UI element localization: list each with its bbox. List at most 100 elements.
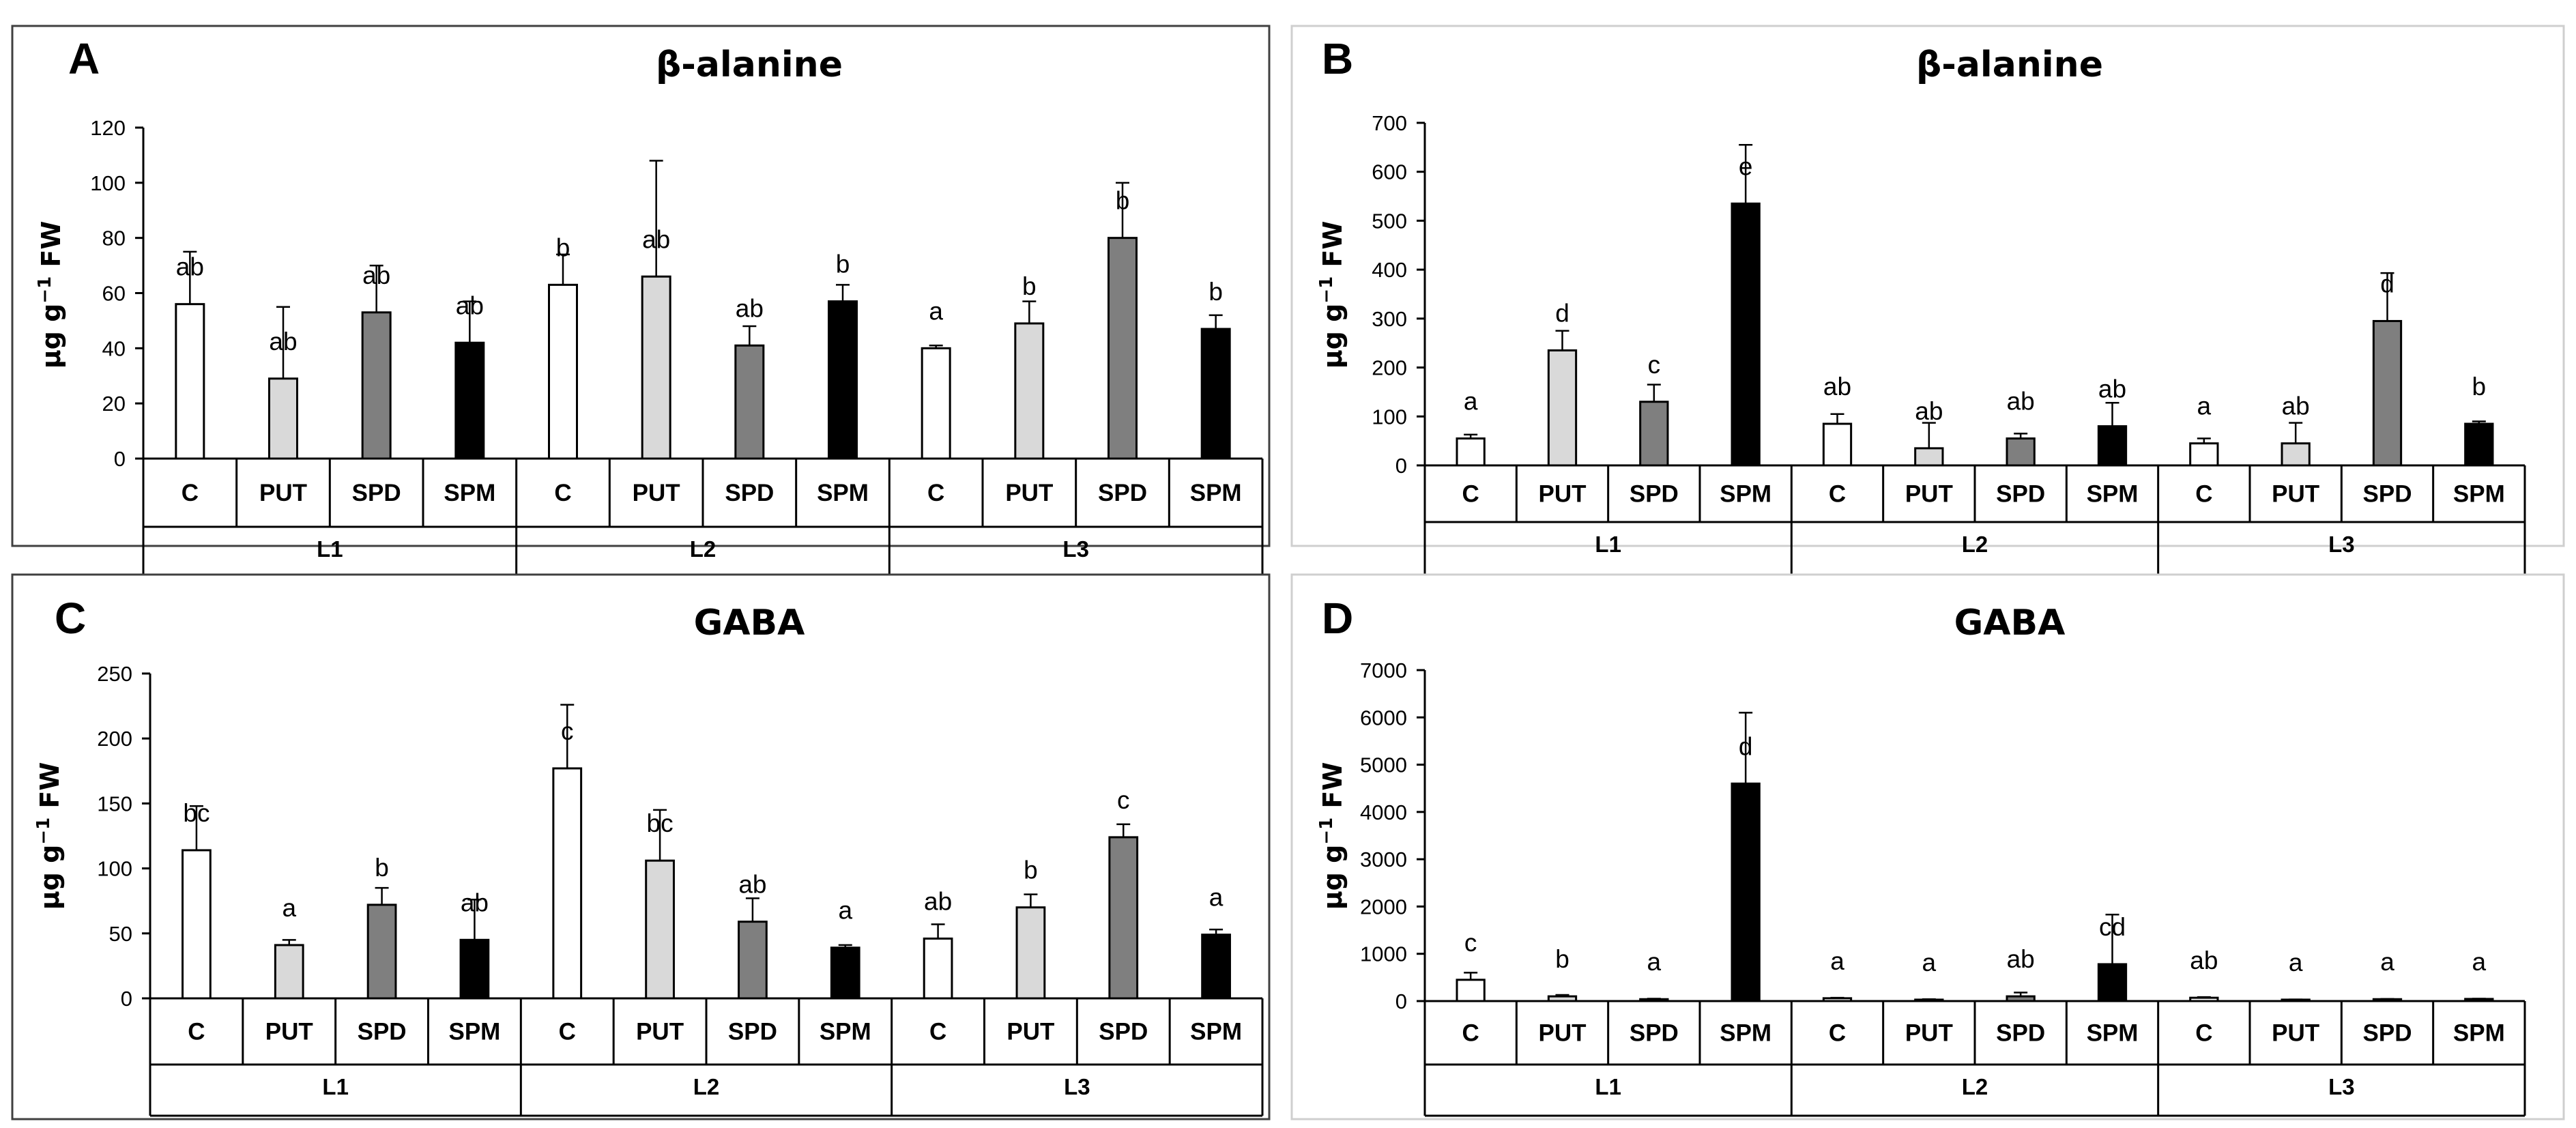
panel-b-category-label: SPM [2453,481,2505,508]
panel-a-significance-letter: ab [456,291,484,319]
panel-c-y-tick-label: 150 [97,792,132,815]
panel-a-significance-letter: b [1022,272,1037,300]
panel-c-category-label: PUT [1007,1019,1054,1045]
panel-b-category-label: SPD [2363,481,2412,508]
panel-b-significance-letter: b [2472,373,2487,401]
panel-d-title: GABA [1954,603,2066,643]
panel-d-category-label: SPM [1720,1020,1771,1047]
panel-b-y-tick-label: 700 [1372,111,1407,135]
panel-a-significance-letter: ab [269,328,297,356]
panel-d-significance-letter: d [1739,732,1753,760]
panel-d-category-label: SPD [1630,1020,1679,1047]
panel-c-bar-l3-put [1015,906,1046,1000]
panel-b-letter: B [1322,34,1353,83]
panel-d-category-label: PUT [1905,1020,1953,1047]
panel-c-bar-l3-spm [1201,934,1231,1000]
panel-d-y-tick-label: 6000 [1360,706,1407,729]
panel-b-frame [1290,25,2565,547]
panel-b-bar-l2-put [1914,447,1944,467]
panel-b-bar-l1-put [1547,349,1578,467]
panel-a-title: β-alanine [656,44,843,85]
panel-d-category-label: SPM [2453,1020,2505,1047]
panel-b-significance-letter: a [2197,392,2212,420]
panel-b-category-label: PUT [2272,481,2319,508]
panel-a-category-label: SPD [725,480,774,506]
panel-c-bar-l2-spm [830,946,860,1000]
panel-d-significance-letter: c [1464,929,1477,957]
panel-c-category-label: SPM [448,1019,500,1045]
panel-d-significance-letter: b [1555,945,1569,973]
panel-d-letter: D [1322,594,1353,643]
panel-d-y-tick-label: 1000 [1360,942,1407,966]
panel-d-category-label: SPD [1996,1020,2045,1047]
panel-b-significance-letter: c [1648,351,1661,379]
panel-b-category-label: C [1829,481,1846,508]
panel-a-significance-letter: ab [362,261,390,289]
panel-b-category-label: C [1462,481,1479,508]
panel-a-bar-l2-put [641,275,671,460]
panel-d-frame [1290,573,2565,1120]
panel-c-category-label: SPD [358,1019,407,1045]
panel-d-category-label: C [2195,1020,2212,1047]
panel-a-bar-l1-c [175,303,205,460]
panel-a-bar-l2-spd [734,344,765,460]
panel-b-significance-letter: ab [1823,373,1851,401]
panel-d-category-label: PUT [2272,1020,2319,1047]
panel-c-significance-letter: a [282,894,296,922]
panel-c-significance-letter: ab [461,888,489,916]
panel-a-significance-letter: b [836,250,850,278]
panel-d-y-tick-label: 7000 [1360,659,1407,682]
panel-a-y-tick-label: 60 [102,282,126,306]
panel-b-significance-letter: a [1464,388,1478,416]
panel-a-significance-letter: b [1116,187,1130,215]
panel-c-significance-letter: c [561,717,574,745]
panel-a-y-tick-label: 80 [102,227,126,250]
panel-c-group-label: L2 [693,1074,720,1099]
panel-d-category-label: C [1462,1020,1479,1047]
panel-a-category-label: SPD [1098,480,1147,506]
panel-d-gaba-chart: D GABA µg g−1 FW 0 1000 2000 3000 4000 5000 6000 7… [1290,573,2565,1120]
panel-b-bar-l3-spd [2372,319,2403,467]
panel-c-y-tick-label: 50 [109,922,132,946]
panel-a-category-label: SPM [444,480,495,506]
panel-d-category-label: SPD [2363,1020,2412,1047]
panel-a-y-tick-label: 0 [114,447,126,471]
panel-c-significance-letter: ab [738,871,766,899]
panel-c-bar-l1-spd [366,903,397,1000]
panel-d-bar-l3-c [2189,996,2219,1002]
panel-c-category-label: C [929,1019,946,1045]
panel-a-y-axis-label: µg g−1 FW [35,221,66,369]
panel-a-category-label: C [554,480,571,506]
panel-c-category-label: SPM [1190,1019,1242,1045]
panel-c-y-axis-label: µg g−1 FW [33,762,65,910]
panel-b-significance-letter: ab [1915,397,1943,425]
panel-d-group-label: L1 [1595,1074,1621,1099]
panel-b-y-tick-label: 100 [1372,405,1407,429]
panel-d-significance-letter: a [2289,949,2303,977]
panel-b-group-label: L3 [2328,532,2355,557]
panel-d-significance-letter: a [1922,949,1937,977]
panel-d-significance-letter: a [2380,948,2394,976]
panel-b-y-tick-label: 500 [1372,209,1407,233]
panel-d-category-label: C [1829,1020,1846,1047]
panel-c-y-tick-label: 200 [97,727,132,751]
panel-c-frame [11,573,1271,1120]
panel-d-y-tick-label: 4000 [1360,800,1407,824]
panel-c-significance-letter: bc [647,809,674,837]
panel-c-bar-l1-spm [459,938,490,1000]
panel-a-frame [11,25,1271,547]
panel-d-significance-letter: a [1830,947,1844,975]
panel-b-y-tick-label: 600 [1372,160,1407,184]
panel-b-significance-letter: d [1555,299,1569,327]
panel-c-category-label: SPM [820,1019,871,1045]
panel-d-bar-l2-c [1822,997,1853,1002]
panel-a-significance-letter: b [556,233,570,261]
panel-d-group-label: L3 [2328,1074,2355,1099]
panel-c-bar-l1-c [182,849,212,1000]
panel-d-significance-letter: cd [2099,913,2126,941]
panel-c-significance-letter: a [838,897,852,925]
panel-d-y-axis-label: µg g−1 FW [1316,762,1348,910]
